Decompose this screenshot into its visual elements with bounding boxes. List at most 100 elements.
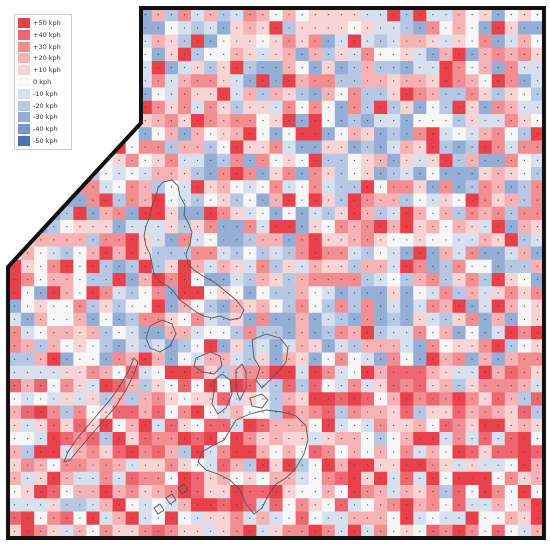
grid-cell-marker — [340, 146, 342, 148]
grid-cell-marker — [288, 464, 290, 466]
legend-label: +30 kph — [33, 42, 61, 51]
grid-cell-marker — [445, 239, 447, 241]
grid-cell-marker — [275, 186, 277, 188]
grid-cell — [21, 167, 35, 181]
grid-cell-marker — [379, 385, 382, 387]
grid-cell-marker — [157, 53, 159, 55]
grid-cell-marker — [118, 358, 120, 360]
grid-cell-marker — [366, 530, 369, 532]
grid-cell-marker — [223, 464, 225, 466]
grid-cell-marker — [379, 106, 382, 108]
grid-cell-marker — [210, 332, 212, 334]
grid-cell-marker — [523, 491, 525, 493]
grid-cell-marker — [40, 491, 42, 493]
grid-cell-marker — [393, 292, 395, 294]
grid-cell-marker — [92, 398, 94, 400]
grid-cell-marker — [366, 199, 369, 201]
grid-cell-marker — [393, 464, 395, 466]
grid-cell-marker — [471, 438, 473, 440]
grid-cell-marker — [536, 173, 539, 175]
grid-cell-marker — [536, 186, 539, 188]
grid-cell — [99, 61, 113, 75]
grid-cell-marker — [210, 173, 212, 175]
grid-cell-marker — [92, 226, 94, 228]
grid-cell-marker — [471, 477, 473, 479]
grid-cell-marker — [210, 464, 212, 466]
grid-cell-marker — [471, 93, 473, 95]
grid-cell-marker — [353, 332, 356, 334]
grid-cell-marker — [170, 424, 173, 426]
legend-label: -30 kph — [33, 113, 58, 122]
grid-cell-marker — [144, 517, 146, 519]
grid-cell-marker — [79, 93, 81, 95]
grid-cell-marker — [406, 40, 408, 42]
grid-cell-marker — [105, 239, 107, 241]
grid-cell — [112, 34, 126, 49]
grid-cell-marker — [419, 345, 421, 347]
grid-cell-marker — [379, 159, 382, 161]
grid-cell-marker — [79, 159, 81, 161]
grid-cell-marker — [157, 133, 159, 135]
grid-cell-marker — [497, 385, 499, 387]
grid-cell-marker — [301, 252, 303, 254]
grid-cell-marker — [92, 530, 94, 532]
grid-cell-marker — [118, 133, 120, 135]
grid-cell-marker — [170, 371, 173, 373]
grid-cell-marker — [210, 146, 212, 148]
grid-cell-marker — [419, 358, 421, 360]
grid-cell-marker — [379, 133, 382, 135]
grid-cell-marker — [27, 305, 29, 307]
grid-cell-marker — [40, 186, 42, 188]
grid-cell-marker — [327, 491, 329, 493]
grid-cell-marker — [314, 305, 316, 307]
grid-cell-marker — [196, 27, 199, 29]
grid-cell-marker — [471, 14, 473, 16]
grid-cell-marker — [183, 464, 186, 466]
grid-cell-marker — [340, 226, 342, 228]
grid-cell-marker — [144, 358, 146, 360]
grid-cell-marker — [288, 27, 290, 29]
grid-cell-marker — [27, 451, 29, 453]
grid-cell-marker — [458, 292, 460, 294]
grid-cell-marker — [366, 517, 369, 519]
grid-cell-marker — [393, 226, 395, 228]
grid-cell-marker — [196, 14, 199, 16]
grid-cell-marker — [53, 265, 55, 267]
legend-item: -40 kph — [15, 124, 71, 135]
grid-cell-marker — [471, 159, 473, 161]
legend-label: +40 kph — [33, 30, 61, 39]
grid-cell-marker — [249, 133, 251, 135]
grid-cell-marker — [366, 451, 369, 453]
grid-cell-marker — [288, 451, 290, 453]
grid-cell-marker — [27, 252, 29, 254]
grid-cell-marker — [458, 504, 460, 506]
grid-cell-marker — [196, 159, 199, 161]
grid-cell-marker — [196, 173, 199, 175]
grid-cell-marker — [366, 53, 369, 55]
grid-cell-marker — [131, 146, 133, 148]
grid-cell-marker — [536, 27, 539, 29]
grid-cell-marker — [27, 411, 29, 413]
grid-cell — [21, 220, 35, 234]
grid-cell — [86, 74, 100, 88]
grid-cell-marker — [144, 279, 146, 281]
grid-cell-marker — [314, 517, 316, 519]
grid-cell-marker — [53, 239, 55, 241]
grid-cell-marker — [406, 464, 408, 466]
grid-cell — [112, 21, 126, 35]
grid-cell-marker — [340, 292, 342, 294]
grid-cell-marker — [236, 358, 238, 360]
grid-cell-marker — [340, 517, 342, 519]
grid-cell-marker — [275, 133, 277, 135]
grid-cell-marker — [118, 226, 120, 228]
grid-cell-marker — [144, 106, 146, 108]
grid-cell-marker — [157, 106, 159, 108]
grid-cell-marker — [393, 239, 395, 241]
grid-cell-marker — [523, 173, 525, 175]
grid-cell-marker — [353, 93, 356, 95]
grid-cell-marker — [170, 464, 173, 466]
grid-cell-marker — [105, 305, 107, 307]
grid-cell-marker — [288, 226, 290, 228]
grid-cell-marker — [379, 424, 382, 426]
